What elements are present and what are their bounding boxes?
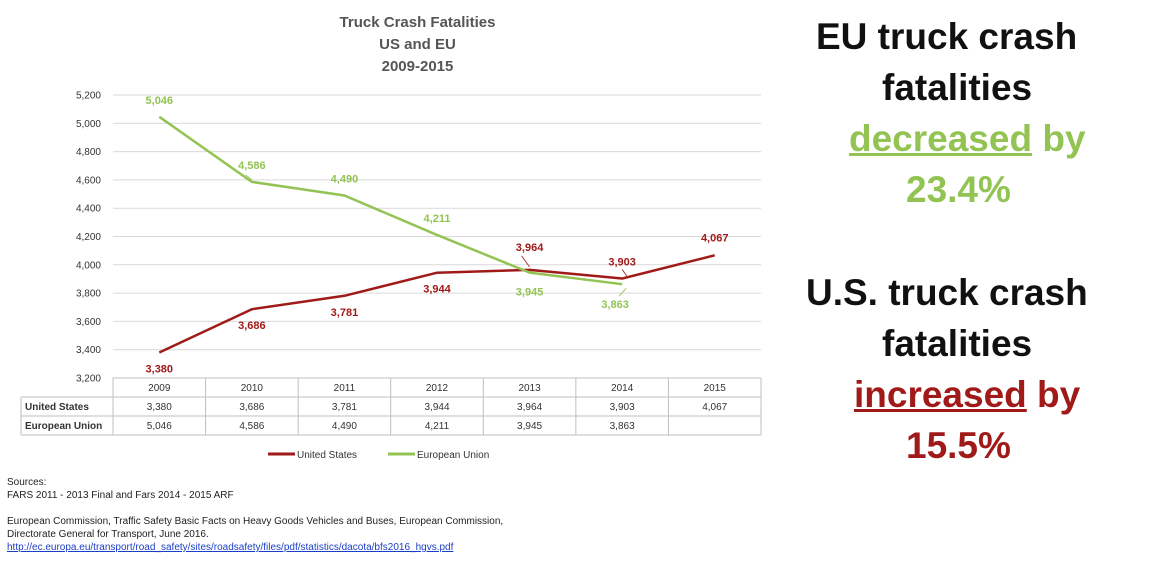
eu-callout-line2: fatalities bbox=[882, 67, 1033, 108]
series-line-eu bbox=[158, 115, 623, 286]
y-tick-label: 4,400 bbox=[76, 204, 101, 215]
table-cell: 4,067 bbox=[702, 402, 727, 413]
sources-line: FARS 2011 - 2013 Final and Fars 2014 - 2… bbox=[7, 490, 234, 501]
y-tick-label: 3,800 bbox=[76, 289, 101, 300]
table-row-label: European Union bbox=[25, 421, 102, 432]
sources-heading: Sources: bbox=[7, 477, 47, 488]
us-callout-line3: increased by bbox=[854, 370, 1080, 420]
leader-line bbox=[618, 287, 627, 297]
table-cell: 3,945 bbox=[517, 421, 542, 432]
table-cell: 3,781 bbox=[332, 402, 357, 413]
chart-title-line: 2009-2015 bbox=[381, 58, 454, 75]
sources-block: Sources: FARS 2011 - 2013 Final and Fars… bbox=[7, 476, 503, 554]
data-label: 3,945 bbox=[516, 287, 544, 299]
y-tick-label: 4,600 bbox=[76, 175, 101, 186]
table-cell: 4,211 bbox=[425, 421, 450, 432]
leader-line bbox=[521, 255, 530, 268]
us-callout-line2: fatalities bbox=[882, 323, 1033, 364]
eu-callout-line1: EU truck crash bbox=[816, 16, 1078, 57]
eu-callout-line3: decreased by bbox=[849, 114, 1086, 164]
data-label: 3,863 bbox=[601, 299, 629, 311]
table-cell: 3,944 bbox=[424, 402, 449, 413]
legend-label: United States bbox=[297, 450, 357, 461]
x-tick-label: 2013 bbox=[518, 383, 541, 394]
data-label: 5,046 bbox=[146, 95, 174, 107]
sources-line: Directorate General for Transport, June … bbox=[7, 529, 209, 540]
eu-by-word: by bbox=[1032, 118, 1086, 159]
series-line-us bbox=[158, 254, 716, 354]
data-label: 4,490 bbox=[331, 173, 359, 185]
chart-area: 3,200 3,400 3,600 3,800 4,000 4,200 4,400 4,600… bbox=[20, 91, 762, 461]
y-tick-label: 3,200 bbox=[76, 374, 101, 385]
table-cell: 3,380 bbox=[147, 402, 172, 413]
data-label: 3,686 bbox=[238, 320, 266, 332]
table-cell: 3,686 bbox=[239, 402, 264, 413]
table-cell: 4,586 bbox=[239, 421, 264, 432]
data-label: 3,380 bbox=[146, 364, 174, 376]
y-tick-label: 3,600 bbox=[76, 317, 101, 328]
data-label: 3,781 bbox=[331, 307, 359, 319]
y-tick-label: 3,400 bbox=[76, 345, 101, 356]
x-tick-label: 2014 bbox=[611, 383, 634, 394]
data-label: 3,903 bbox=[608, 257, 636, 269]
y-tick-label: 4,800 bbox=[76, 147, 101, 158]
table-cell: 5,046 bbox=[147, 421, 172, 432]
table-cell: 3,964 bbox=[517, 402, 542, 413]
eu-decreased-word: decreased bbox=[849, 118, 1033, 159]
legend-label: European Union bbox=[417, 450, 489, 461]
x-tick-label: 2012 bbox=[426, 383, 449, 394]
data-label: 3,964 bbox=[516, 242, 544, 254]
data-label: 4,067 bbox=[701, 232, 729, 244]
us-by-word: by bbox=[1026, 374, 1081, 415]
us-increased-word: increased bbox=[854, 374, 1027, 415]
table-row-label: United States bbox=[25, 402, 89, 413]
data-label: 3,944 bbox=[423, 284, 451, 296]
table-cell: 3,863 bbox=[610, 421, 635, 432]
us-callout-line1: U.S. truck crash bbox=[806, 272, 1088, 313]
source-link[interactable]: http://ec.europa.eu/transport/road_safet… bbox=[7, 542, 454, 553]
leader-line bbox=[245, 174, 253, 181]
chart-title-line: Truck Crash Fatalities bbox=[339, 14, 496, 31]
x-tick-label: 2011 bbox=[334, 383, 356, 394]
eu-percent: 23.4% bbox=[906, 169, 1011, 210]
table-cell: 3,903 bbox=[610, 402, 635, 413]
sources-line: European Commission, Traffic Safety Basi… bbox=[7, 516, 504, 527]
chart-title-line: US and EU bbox=[379, 36, 456, 53]
leader-line bbox=[621, 269, 628, 277]
x-tick-label: 2010 bbox=[241, 383, 264, 394]
y-tick-label: 5,200 bbox=[76, 91, 101, 102]
y-tick-label: 4,200 bbox=[76, 232, 101, 243]
x-tick-label: 2015 bbox=[704, 383, 727, 394]
data-label: 4,211 bbox=[424, 213, 451, 225]
y-tick-label: 4,000 bbox=[76, 260, 101, 271]
us-percent: 15.5% bbox=[906, 425, 1011, 466]
x-tick-label: 2009 bbox=[148, 383, 171, 394]
y-tick-label: 5,000 bbox=[76, 119, 101, 130]
table-cell: 4,490 bbox=[332, 421, 357, 432]
data-label: 4,586 bbox=[238, 160, 266, 172]
chart-title: Truck Crash Fatalities US and EU 2009-20… bbox=[230, 12, 605, 78]
